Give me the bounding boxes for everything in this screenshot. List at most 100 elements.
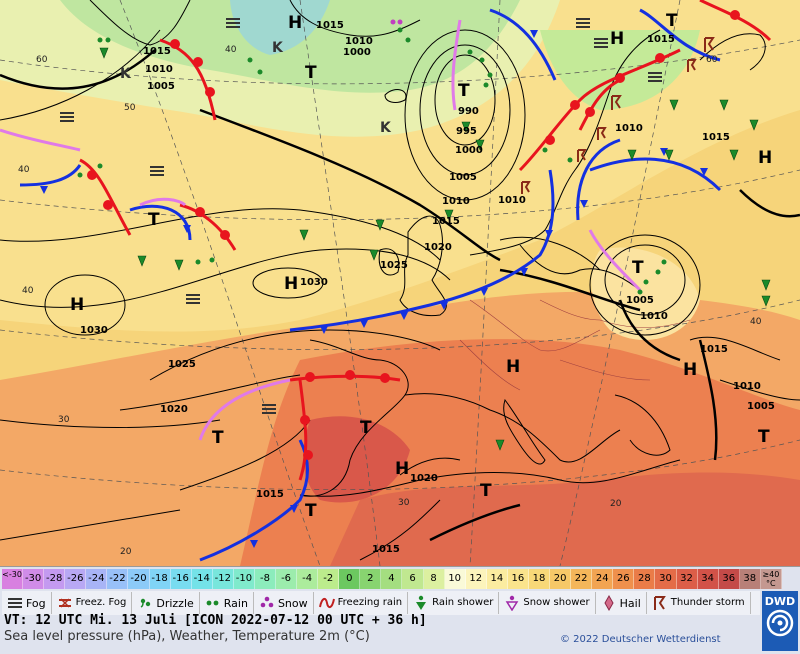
svg-text:1015: 1015: [647, 34, 675, 45]
temp-zone-poland: [591, 247, 700, 340]
scale-cell: -18: [149, 569, 171, 589]
svg-text:30: 30: [58, 415, 70, 425]
legend-label: Rain shower: [432, 597, 494, 608]
center-label: H: [288, 13, 302, 33]
isobar-labels: 1015 1010 1005 1000 1005 1010 1015 990 9…: [80, 20, 775, 555]
center-label: T: [666, 11, 678, 31]
scale-cell: 6: [402, 569, 424, 589]
coastlines: [89, 0, 681, 497]
legend-item-thunderstorm: Thunder storm: [647, 592, 751, 614]
coast-north-africa: [299, 459, 681, 497]
rain-icon: [206, 600, 219, 606]
scale-cell: -4: [297, 569, 319, 589]
scale-cell: 30: [655, 569, 677, 589]
coast-iberia: [299, 339, 409, 497]
scale-cell: -6: [276, 569, 298, 589]
scale-cell: 26: [613, 569, 635, 589]
scale-cell: 22: [571, 569, 593, 589]
svg-text:1000: 1000: [343, 47, 371, 58]
svg-text:1010: 1010: [640, 311, 668, 322]
graticule: [0, 0, 800, 566]
center-label: H: [395, 459, 409, 479]
svg-text:1015: 1015: [143, 46, 171, 57]
center-label: H: [758, 148, 772, 168]
svg-text:1005: 1005: [449, 172, 477, 183]
cold-front-barbs: [40, 30, 708, 548]
legend-label: Hail: [619, 596, 641, 610]
svg-text:1005: 1005: [747, 401, 775, 412]
legend-label: Freezing rain: [337, 597, 403, 608]
scale-cell: -20: [128, 569, 150, 589]
temp-zone-scand: [540, 30, 700, 110]
legend-label: Freez. Fog: [75, 597, 127, 608]
svg-text:1030: 1030: [80, 325, 108, 336]
copyright: © 2022 Deutscher Wetterdienst: [560, 634, 721, 645]
svg-text:1010: 1010: [442, 196, 470, 207]
svg-text:20: 20: [610, 499, 622, 509]
scale-cell: 38: [739, 569, 761, 589]
legend-label: Snow shower: [523, 597, 590, 608]
legend-item-rain: Rain: [200, 592, 254, 614]
scale-cell: -12: [212, 569, 234, 589]
scale-cell: 20: [550, 569, 572, 589]
svg-text:1030: 1030: [300, 277, 328, 288]
trough-lines: [0, 49, 800, 542]
legend-item-snow: Snow: [254, 592, 314, 614]
legend-item-drizzle: Drizzle: [132, 592, 200, 614]
center-label: T: [758, 427, 770, 447]
svg-text:60: 60: [36, 55, 48, 65]
temperature-color-scale: <-30 -30 -28 -26 -24 -22 -20 -18 -16 -14 -12 -10 -8-…: [2, 569, 782, 589]
svg-text:20: 20: [120, 547, 132, 557]
snow-icon: [260, 596, 274, 608]
scale-cell: -10: [233, 569, 255, 589]
svg-text:1010: 1010: [733, 381, 761, 392]
center-label: H: [683, 360, 697, 380]
scale-cell: 0: [339, 569, 361, 589]
svg-text:1020: 1020: [424, 242, 452, 253]
svg-text:1020: 1020: [410, 473, 438, 484]
legend-item-hail: Hail: [596, 592, 647, 614]
pressure-centers: H T T H H T T T H T H H T T H H T T K K …: [70, 11, 772, 521]
scale-cell: <-30: [2, 569, 24, 589]
legend-label: Rain: [223, 596, 248, 610]
coast-norway: [469, 29, 661, 256]
svg-text:1015: 1015: [372, 544, 400, 555]
legend-label: Snow: [277, 596, 308, 610]
legend-label: Drizzle: [156, 596, 194, 610]
weather-symbols: [60, 18, 771, 451]
legend-item-freezing-rain: Freezing rain: [314, 592, 409, 614]
rain-shower-icon: [416, 595, 427, 610]
svg-text:50: 50: [124, 103, 136, 113]
coast-mediterranean-north: [404, 393, 621, 463]
scale-cell: 18: [528, 569, 551, 589]
scale-cell: 14: [486, 569, 508, 589]
svg-text:1010: 1010: [498, 195, 526, 206]
svg-text:1010: 1010: [345, 36, 373, 47]
warm-fronts: [79, 0, 772, 481]
coast-greenland: [89, 0, 191, 46]
svg-text:995: 995: [456, 126, 477, 137]
svg-text:1015: 1015: [700, 344, 728, 355]
hail-icon: [604, 595, 614, 611]
svg-text:1025: 1025: [380, 260, 408, 271]
thunderstorm-icon: [653, 596, 666, 610]
legend-label: Thunder storm: [670, 597, 745, 608]
legend-item-fog: Fog: [2, 592, 52, 614]
center-label: T: [458, 81, 470, 101]
weather-map: H T T H H T T T H T H H T T H H T T K K …: [0, 0, 800, 566]
scale-cell: -22: [107, 569, 129, 589]
scale-cell: 8: [423, 569, 445, 589]
center-label: T: [480, 481, 492, 501]
center-label: H: [70, 295, 84, 315]
logo-text: DWD: [764, 595, 796, 608]
scale-cell: -24: [86, 569, 108, 589]
temperature-labels: 60 50 40 40 30 20 20 60 40 40 30: [18, 45, 762, 557]
center-label: H: [284, 274, 298, 294]
warm-front-bumps: [87, 10, 740, 460]
center-label-k: K: [272, 40, 284, 56]
scale-cell: -30: [23, 569, 45, 589]
cold-fronts: [19, 8, 722, 562]
country-borders: [459, 299, 691, 391]
svg-text:40: 40: [225, 45, 237, 55]
occlusions: [0, 19, 642, 441]
